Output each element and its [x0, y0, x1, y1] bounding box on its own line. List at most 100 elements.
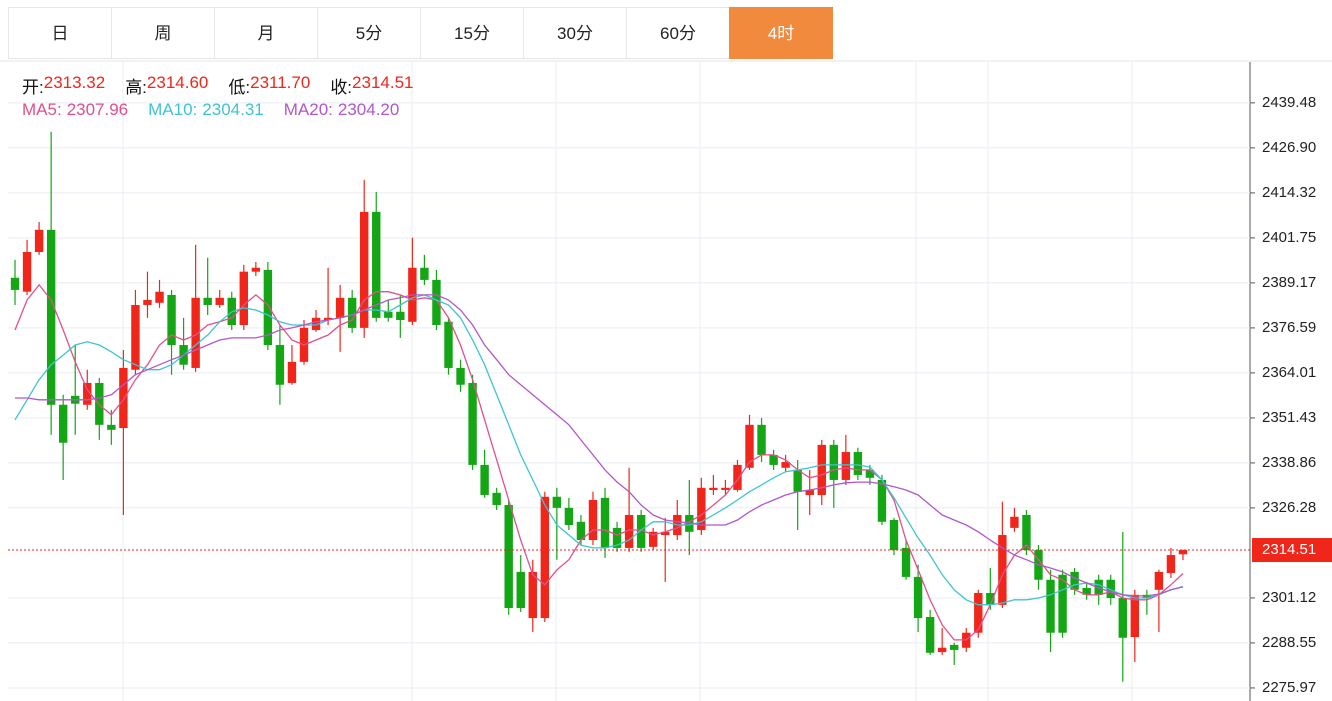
candle-body — [22, 252, 32, 292]
candles — [10, 131, 1188, 682]
candle-body — [396, 311, 405, 320]
ohlc-label: 高: — [125, 78, 147, 97]
candle-body — [745, 424, 754, 468]
ohlc-label: 低: — [228, 78, 251, 97]
y-tick-label: 2426.90 — [1262, 139, 1316, 156]
candle-body — [877, 479, 887, 522]
candle-body — [155, 291, 164, 303]
period-tab[interactable]: 60分 — [626, 7, 730, 59]
candle-body — [468, 382, 477, 465]
ma-line — [14, 294, 1184, 606]
period-tab[interactable]: 日 — [8, 7, 112, 59]
candle-body — [1070, 571, 1079, 590]
candle-body — [1058, 574, 1067, 633]
y-tick-label: 2338.86 — [1262, 454, 1316, 471]
candle-body — [239, 271, 248, 326]
last-price-label: 2314.51 — [1262, 541, 1316, 558]
ma-label: MA20: — [283, 100, 333, 119]
candle-body — [588, 499, 598, 541]
candle-body — [384, 311, 393, 318]
candle-body — [287, 361, 297, 383]
candle-body — [697, 487, 706, 531]
candle-body — [853, 452, 863, 475]
candle-body — [107, 424, 116, 430]
period-tab[interactable]: 30分 — [523, 7, 627, 59]
candle-body — [528, 571, 537, 619]
candle-body — [275, 345, 285, 385]
candle-body — [1094, 579, 1103, 595]
y-tick-label: 2364.01 — [1262, 364, 1316, 381]
ohlc-value: 2314.51 — [352, 73, 414, 92]
candle-body — [841, 452, 851, 480]
candle-body — [564, 507, 574, 526]
ohlc-value: 2311.70 — [250, 73, 311, 92]
candle-body — [901, 547, 911, 577]
candle-body — [492, 492, 501, 505]
ma-line — [14, 283, 1184, 641]
period-tab[interactable]: 周 — [111, 7, 215, 59]
candle-body — [600, 497, 610, 548]
candle-body — [1010, 516, 1019, 528]
candle-body — [757, 424, 766, 455]
candle-body — [360, 211, 369, 328]
ma-value: 2304.20 — [337, 100, 400, 119]
candle-body — [913, 576, 923, 619]
ma-line — [15, 294, 1184, 597]
candle-body — [263, 269, 273, 346]
period-tab[interactable]: 月 — [214, 7, 318, 59]
candle-body — [480, 464, 489, 495]
candle-body — [432, 279, 441, 326]
candle-body — [131, 304, 140, 370]
candle-body — [648, 531, 658, 547]
y-tick-label: 2376.59 — [1262, 319, 1316, 336]
candle-body — [1166, 555, 1176, 573]
last-price-tag — [1252, 538, 1332, 563]
period-tab[interactable]: 15分 — [420, 7, 524, 59]
candle-body — [1118, 598, 1127, 638]
candle-body — [998, 535, 1007, 605]
candle-body — [540, 496, 550, 619]
candle-body — [793, 469, 802, 492]
candle-body — [781, 462, 790, 468]
candle-body — [950, 644, 959, 650]
ohlc-value: 2313.32 — [43, 73, 106, 92]
candle-body — [1130, 594, 1140, 638]
y-tick-label: 2401.75 — [1262, 229, 1316, 246]
ohlc-label: 开: — [22, 78, 44, 97]
candle-body — [311, 317, 321, 331]
ohlc-value: 2314.60 — [146, 73, 209, 92]
period-tab[interactable]: 5分 — [317, 7, 421, 59]
candle-body — [721, 487, 730, 490]
y-tick-label: 2389.17 — [1262, 274, 1316, 291]
candle-body — [516, 571, 525, 609]
candle-body — [769, 454, 778, 465]
candle-body — [925, 616, 935, 653]
candle-body — [1022, 515, 1031, 551]
candle-body — [10, 277, 20, 290]
y-tick-label: 2301.12 — [1262, 589, 1316, 606]
candle-body — [1154, 571, 1164, 590]
candle-body — [203, 297, 212, 305]
y-tick-label: 2288.55 — [1262, 634, 1316, 651]
y-tick-label: 2351.43 — [1262, 409, 1316, 426]
candle-body — [167, 294, 176, 346]
candle-body — [335, 297, 345, 318]
candle-body — [733, 464, 742, 490]
y-tick-label: 2414.32 — [1262, 184, 1316, 201]
candle-body — [829, 444, 838, 480]
ohlc-header: 开: 2313.32 高: 2314.60 低: 2311.70 收: 2314.51 — [22, 73, 414, 98]
candle-body — [323, 317, 333, 320]
candle-body — [191, 297, 200, 368]
candle-body — [865, 469, 875, 478]
candle-body — [58, 404, 68, 443]
candle-body — [661, 531, 670, 536]
period-tab[interactable]: 4时 — [729, 7, 833, 59]
candle-body — [986, 593, 995, 605]
candle-body — [974, 593, 983, 633]
candle-body — [347, 297, 357, 328]
candle-body — [937, 647, 947, 653]
candle-body — [612, 527, 622, 548]
ma-label: MA10: — [148, 100, 198, 119]
